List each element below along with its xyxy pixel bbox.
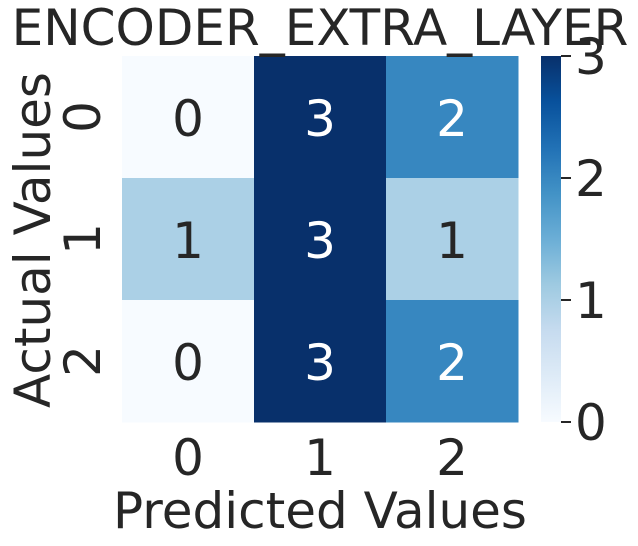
colorbar: 0 1 2 3: [541, 28, 607, 452]
cell-annotation-r1-c2: 1: [436, 212, 468, 270]
cell-annotations: 0 3 2 1 3 1 0 3 2: [172, 90, 468, 392]
cell-annotation-r1-c0: 1: [172, 212, 204, 270]
cell-r1-c0: [122, 178, 255, 301]
cell-r1-c2: [386, 178, 519, 301]
y-axis-label: Actual Values: [4, 72, 62, 408]
cell-annotation-r0-c0: 0: [172, 90, 204, 148]
cell-annotation-r1-c1: 3: [304, 212, 336, 270]
x-tick-label-2: 2: [436, 429, 468, 487]
y-tick-label-1: 1: [54, 223, 112, 255]
cell-annotation-r2-c0: 0: [172, 334, 204, 392]
cell-annotation-r2-c2: 2: [436, 334, 468, 392]
y-tick-label-2: 2: [54, 345, 112, 377]
chart-title: ENCODER_EXTRA_LAYER: [12, 0, 629, 57]
cell-r2-c1: [254, 300, 387, 423]
cell-r2-c0: [122, 300, 255, 423]
y-tick-label-0: 0: [54, 101, 112, 133]
colorbar-tick-label-0: 0: [575, 394, 607, 452]
x-tick-label-0: 0: [172, 429, 204, 487]
x-axis-label: Predicted Values: [113, 482, 527, 540]
heatmap-cells: [122, 56, 519, 423]
colorbar-tick-label-1: 1: [575, 272, 607, 330]
cell-r0-c2: [386, 56, 519, 179]
cell-annotation-r0-c1: 3: [304, 90, 336, 148]
cell-r1-c1: [254, 178, 387, 301]
cell-r0-c1: [254, 56, 387, 179]
colorbar-tick-label-2: 2: [575, 150, 607, 208]
cell-r2-c2: [386, 300, 519, 423]
x-tick-label-1: 1: [304, 429, 336, 487]
y-tick-labels: 0 1 2: [54, 101, 112, 377]
cell-annotation-r2-c1: 3: [304, 334, 336, 392]
colorbar-gradient: [541, 56, 561, 422]
cell-r0-c0: [122, 56, 255, 179]
x-tick-labels: 0 1 2: [172, 429, 468, 487]
colorbar-tick-label-3: 3: [575, 28, 607, 86]
cell-annotation-r0-c2: 2: [436, 90, 468, 148]
